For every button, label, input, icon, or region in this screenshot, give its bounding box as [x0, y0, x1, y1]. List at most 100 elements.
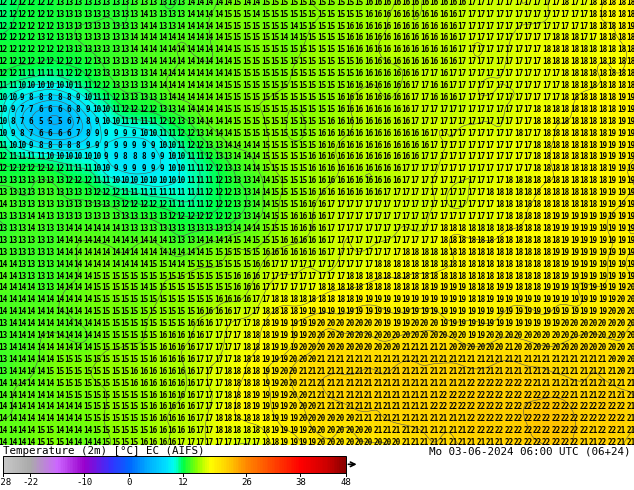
Text: 19: 19: [439, 319, 448, 328]
Text: 18: 18: [589, 69, 598, 78]
Text: 18: 18: [439, 224, 448, 233]
Text: 16: 16: [195, 331, 205, 340]
Text: 15: 15: [327, 10, 335, 19]
Text: 13: 13: [55, 188, 64, 197]
Bar: [301, 456, 302, 473]
Text: 11: 11: [167, 129, 176, 138]
Text: 22: 22: [598, 391, 607, 399]
Text: 22: 22: [523, 438, 533, 447]
Text: 15: 15: [261, 152, 270, 162]
Text: 16: 16: [364, 117, 373, 126]
Text: 17: 17: [542, 0, 551, 7]
Text: 13: 13: [101, 22, 111, 30]
Text: 15: 15: [317, 81, 327, 90]
Text: 15: 15: [280, 141, 289, 149]
Text: 21: 21: [354, 367, 364, 376]
Text: 14: 14: [130, 236, 139, 245]
Text: 18: 18: [579, 93, 588, 102]
Text: 18: 18: [214, 415, 223, 423]
Text: 14: 14: [167, 248, 176, 257]
Text: 13: 13: [8, 212, 17, 221]
Text: 16: 16: [317, 200, 327, 209]
Text: 22: 22: [495, 426, 504, 435]
Text: 18: 18: [533, 260, 542, 269]
Text: 15: 15: [120, 307, 129, 316]
Bar: [291, 456, 292, 473]
Text: 12: 12: [27, 10, 36, 19]
Text: 18: 18: [523, 176, 533, 185]
Text: 18: 18: [270, 307, 280, 316]
Text: 17: 17: [392, 200, 401, 209]
Text: 15: 15: [242, 129, 251, 138]
Text: 15: 15: [270, 93, 280, 102]
Text: 12: 12: [178, 478, 189, 487]
Text: 15: 15: [139, 271, 148, 281]
Text: 12: 12: [64, 57, 74, 66]
Text: 15: 15: [158, 307, 167, 316]
Text: 22: 22: [560, 391, 570, 399]
Text: 18: 18: [411, 271, 420, 281]
Text: 18: 18: [533, 117, 542, 126]
Text: 17: 17: [476, 33, 486, 43]
Text: 18: 18: [570, 129, 579, 138]
Text: 15: 15: [167, 319, 176, 328]
Text: 21: 21: [467, 438, 476, 447]
Text: 20: 20: [364, 426, 373, 435]
Text: 13: 13: [92, 46, 101, 54]
Text: 10: 10: [0, 129, 8, 138]
Text: 15: 15: [299, 188, 307, 197]
Text: 20: 20: [364, 331, 373, 340]
Text: 17: 17: [467, 57, 476, 66]
Text: 12: 12: [46, 33, 55, 43]
Text: 13: 13: [92, 200, 101, 209]
Bar: [142, 456, 143, 473]
Text: 14: 14: [8, 355, 17, 364]
Text: 22: 22: [570, 438, 579, 447]
Text: 17: 17: [280, 260, 289, 269]
Text: 17: 17: [486, 22, 495, 30]
Text: 16: 16: [317, 188, 327, 197]
Text: 14: 14: [83, 236, 92, 245]
Text: 17: 17: [579, 10, 588, 19]
Text: 20: 20: [392, 331, 401, 340]
Text: 19: 19: [626, 129, 634, 138]
Text: 20: 20: [486, 331, 495, 340]
Text: 17: 17: [439, 129, 448, 138]
Text: 21: 21: [505, 355, 514, 364]
Text: 19: 19: [617, 141, 626, 149]
Text: 16: 16: [373, 22, 382, 30]
Text: 16: 16: [148, 391, 158, 399]
Text: 15: 15: [270, 81, 280, 90]
Text: 18: 18: [233, 355, 242, 364]
Text: 15: 15: [289, 69, 298, 78]
Text: 21: 21: [299, 367, 307, 376]
Text: 18: 18: [411, 283, 420, 293]
Text: 13: 13: [130, 0, 139, 7]
Text: 14: 14: [195, 236, 205, 245]
Text: 18: 18: [233, 367, 242, 376]
Text: 19: 19: [270, 319, 280, 328]
Text: 21: 21: [307, 391, 317, 399]
Text: 20: 20: [439, 331, 448, 340]
Bar: [125, 456, 126, 473]
Text: 13: 13: [46, 200, 55, 209]
Text: 15: 15: [92, 415, 101, 423]
Text: 19: 19: [607, 271, 617, 281]
Text: 16: 16: [317, 176, 327, 185]
Text: 13: 13: [64, 188, 74, 197]
Text: 15: 15: [148, 295, 158, 304]
Text: 16: 16: [336, 117, 345, 126]
Text: 17: 17: [514, 93, 523, 102]
Bar: [61, 456, 63, 473]
Text: 12: 12: [17, 33, 27, 43]
Bar: [311, 456, 313, 473]
Text: 14: 14: [195, 22, 205, 30]
Text: 15: 15: [345, 0, 354, 7]
Text: 15: 15: [233, 22, 242, 30]
Text: 17: 17: [242, 319, 251, 328]
Text: 18: 18: [458, 260, 467, 269]
Text: 18: 18: [570, 69, 579, 78]
Bar: [267, 456, 269, 473]
Text: 16: 16: [167, 438, 176, 447]
Text: 16: 16: [289, 248, 298, 257]
